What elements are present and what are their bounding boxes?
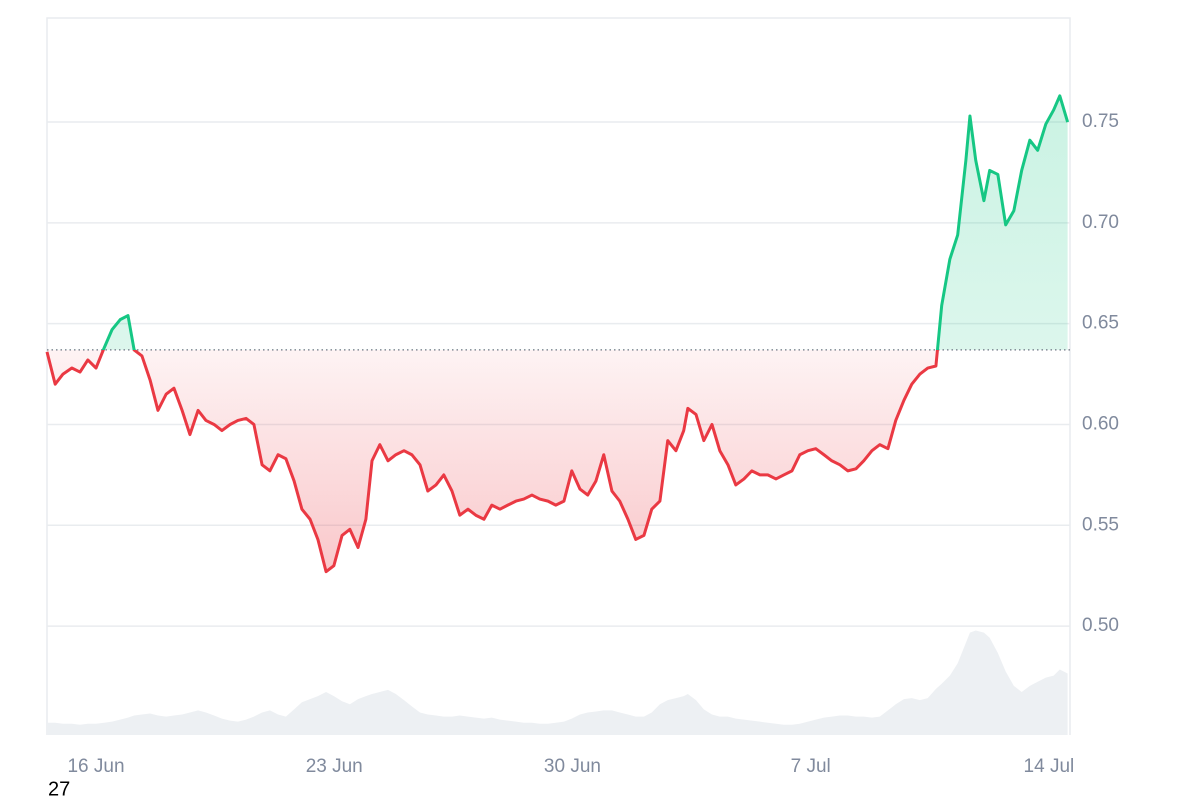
- price-area: [47, 95, 1068, 572]
- x-tick-label: 30 Jun: [544, 756, 601, 777]
- y-tick-label: 0.55: [1082, 514, 1119, 535]
- x-tick-label: 23 Jun: [306, 756, 363, 777]
- footer-number: 27: [48, 778, 70, 800]
- x-tick-label: 7 Jul: [791, 756, 831, 777]
- y-tick-label: 0.60: [1082, 414, 1119, 435]
- y-tick-label: 0.75: [1082, 111, 1119, 132]
- plot-frame: [46, 17, 1071, 735]
- x-tick-label: 14 Jul: [1024, 756, 1075, 777]
- y-tick-label: 0.50: [1082, 615, 1119, 636]
- y-tick-label: 0.70: [1082, 212, 1119, 233]
- price-line: [45, 94, 1070, 574]
- y-tick-label: 0.65: [1082, 313, 1119, 334]
- volume-area: [47, 630, 1068, 735]
- x-tick-label: 16 Jun: [67, 756, 124, 777]
